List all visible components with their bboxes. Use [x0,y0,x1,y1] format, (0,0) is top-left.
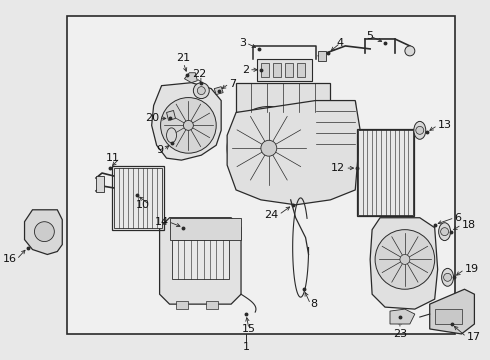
Text: 5: 5 [367,31,374,41]
Text: 10: 10 [136,200,149,210]
Text: 4: 4 [337,38,344,48]
Bar [206,301,218,309]
Bar [316,100,355,155]
Circle shape [261,140,277,156]
Bar [273,63,281,77]
Circle shape [194,83,209,99]
Polygon shape [370,218,438,309]
Circle shape [441,228,448,235]
Bar [358,130,413,215]
Text: 20: 20 [146,113,160,123]
Circle shape [375,230,435,289]
Circle shape [227,107,311,190]
Bar [112,166,164,230]
Bar [96,176,104,192]
Text: 13: 13 [438,120,452,130]
Text: 8: 8 [311,299,318,309]
Ellipse shape [167,128,176,143]
Polygon shape [24,210,62,255]
Bar [67,16,455,334]
Bar [261,63,269,77]
Bar [435,309,463,324]
Text: 19: 19 [465,264,479,274]
Ellipse shape [414,121,426,139]
Text: 16: 16 [2,255,17,265]
Bar [170,218,241,240]
Text: 23: 23 [393,329,407,339]
Polygon shape [151,83,221,160]
Text: 21: 21 [176,53,191,63]
Polygon shape [184,73,197,83]
Text: 3: 3 [239,38,246,48]
Bar [285,63,293,77]
Text: 2: 2 [242,65,249,75]
Text: 9: 9 [156,145,164,155]
Bar [176,301,188,309]
Text: 17: 17 [466,332,481,342]
Text: 24: 24 [265,210,279,220]
Bar [296,63,305,77]
Text: 15: 15 [242,324,256,334]
Polygon shape [390,309,415,324]
Text: 18: 18 [462,220,476,230]
Text: 14: 14 [154,217,169,227]
Circle shape [183,120,194,130]
Bar [236,83,330,112]
Polygon shape [430,289,474,334]
Circle shape [443,273,452,281]
Polygon shape [227,100,360,205]
Circle shape [161,98,216,153]
Bar [257,59,312,81]
Circle shape [405,46,415,56]
Text: 6: 6 [455,213,462,223]
Circle shape [34,222,54,242]
Bar [172,240,229,279]
Bar [318,51,326,61]
Text: 22: 22 [192,69,206,79]
Circle shape [416,126,424,134]
Circle shape [400,255,410,264]
Text: 1: 1 [243,342,249,352]
Text: 12: 12 [331,163,345,173]
Polygon shape [160,218,241,304]
Bar [357,129,414,216]
Polygon shape [167,111,175,120]
Circle shape [197,87,205,95]
Polygon shape [214,87,223,95]
Text: 11: 11 [106,153,120,163]
Ellipse shape [439,223,451,240]
Ellipse shape [441,269,454,286]
Text: 7: 7 [229,79,236,89]
Bar [114,168,162,228]
